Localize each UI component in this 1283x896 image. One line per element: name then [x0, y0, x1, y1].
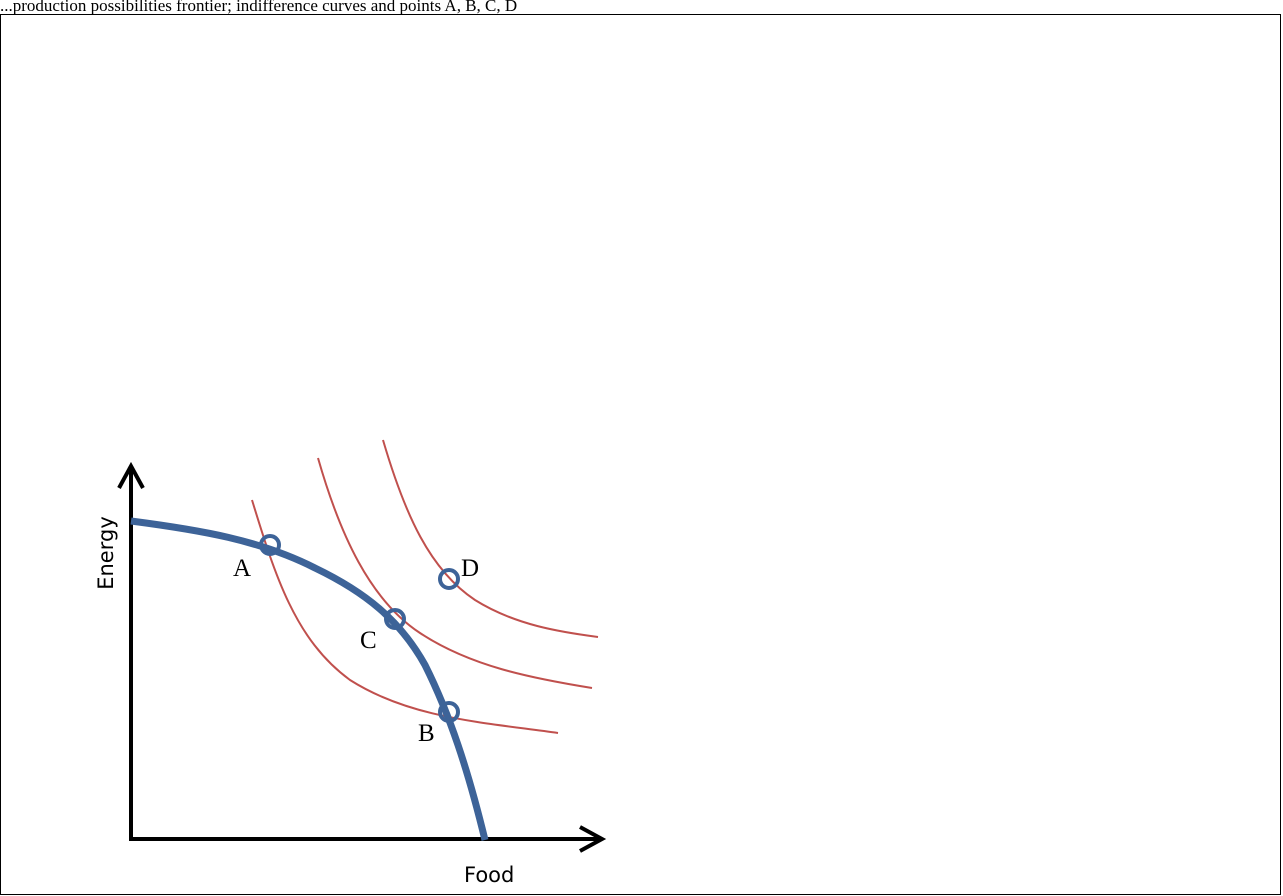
- point-a-marker: [259, 534, 281, 556]
- point-d-label: D: [461, 555, 479, 582]
- indifference-curve-2: [317, 457, 593, 689]
- point-d-marker: [438, 568, 460, 590]
- point-b-marker: [438, 701, 460, 723]
- indifference-curve-3: [382, 439, 599, 638]
- production-frontier: [130, 517, 489, 841]
- x-axis-label: Food: [464, 863, 514, 887]
- figure-frame: [0, 14, 1281, 895]
- y-axis-label: Energy: [94, 516, 118, 590]
- indifference-curve-1: [251, 499, 559, 734]
- point-c-marker: [384, 608, 406, 630]
- x-axis-arrowhead: [579, 825, 607, 853]
- point-b-label: B: [418, 720, 435, 747]
- point-c-label: C: [360, 627, 377, 654]
- y-axis-arrowhead: [117, 461, 145, 489]
- cropped-caption: ...production possibilities frontier; in…: [0, 0, 518, 14]
- point-a-label: A: [233, 555, 251, 582]
